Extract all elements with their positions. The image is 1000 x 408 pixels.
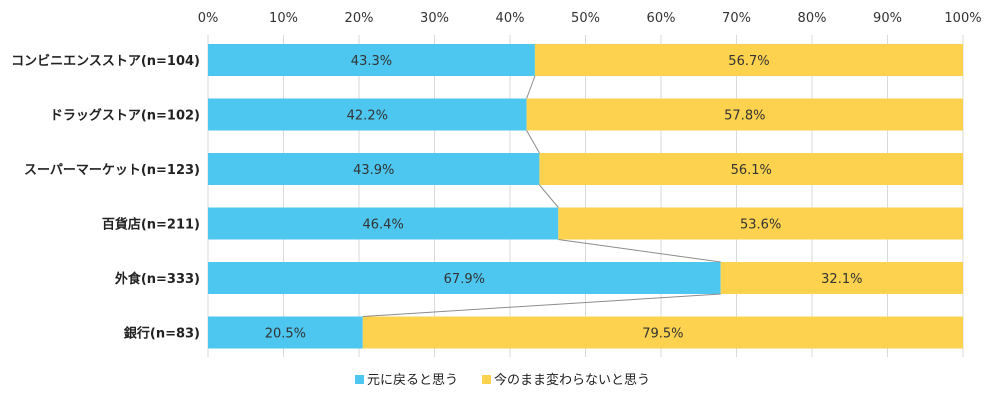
data-label-unchanged: 57.8% bbox=[724, 109, 765, 124]
category-label: 百貨店(n=211) bbox=[102, 217, 200, 233]
x-tick-label: 80% bbox=[798, 11, 827, 26]
x-tick-label: 30% bbox=[420, 11, 449, 26]
x-tick-label: 90% bbox=[873, 11, 902, 26]
bar-segment-return bbox=[208, 153, 540, 185]
series-connector-line bbox=[558, 239, 721, 263]
data-label-unchanged: 79.5% bbox=[642, 327, 683, 342]
category-label: 銀行(n=83) bbox=[124, 326, 200, 342]
bar-segment-return bbox=[208, 262, 721, 294]
x-tick-label: 0% bbox=[198, 11, 219, 26]
bar-segment-unchanged bbox=[362, 316, 963, 349]
data-label-unchanged: 53.6% bbox=[740, 218, 781, 233]
bar-segment-return bbox=[208, 316, 363, 349]
legend-item-unchanged: 今のまま変わらないと思う bbox=[494, 372, 650, 388]
x-tick-label: 20% bbox=[345, 11, 374, 26]
x-tick-label: 70% bbox=[722, 11, 751, 26]
bar-segment-return bbox=[208, 207, 559, 240]
data-label-unchanged: 56.7% bbox=[728, 54, 769, 69]
x-tick-label: 100% bbox=[944, 11, 981, 26]
bar-segment-unchanged bbox=[539, 153, 963, 185]
x-tick-label: 60% bbox=[647, 11, 676, 26]
data-label-unchanged: 56.1% bbox=[731, 163, 772, 178]
data-label-return: 20.5% bbox=[265, 327, 306, 342]
x-tick-label: 10% bbox=[269, 11, 298, 26]
legend-swatch bbox=[355, 375, 364, 384]
legend-item-return: 元に戻ると思う bbox=[367, 373, 458, 388]
bar-segment-return bbox=[208, 44, 535, 76]
data-label-return: 43.3% bbox=[351, 54, 392, 69]
bar-segment-return bbox=[208, 98, 527, 131]
bar-segment-unchanged bbox=[720, 262, 963, 294]
bar-segment-unchanged bbox=[534, 44, 963, 76]
bar-segment-unchanged bbox=[526, 98, 963, 131]
category-label: ドラッグストア(n=102) bbox=[50, 108, 200, 124]
data-label-return: 67.9% bbox=[444, 272, 485, 287]
data-label-return: 46.4% bbox=[363, 218, 404, 233]
category-label: コンビニエンスストア(n=104) bbox=[11, 53, 200, 69]
bar-segment-unchanged bbox=[558, 207, 963, 240]
series-connector-line bbox=[526, 130, 540, 154]
series-connector-line bbox=[362, 293, 721, 317]
data-label-return: 43.9% bbox=[353, 163, 394, 178]
x-tick-label: 50% bbox=[571, 11, 600, 26]
data-label-return: 42.2% bbox=[347, 109, 388, 124]
series-connector-line bbox=[539, 184, 559, 208]
x-tick-label: 40% bbox=[496, 11, 525, 26]
series-connector-line bbox=[526, 75, 536, 99]
data-label-unchanged: 32.1% bbox=[821, 272, 862, 287]
category-label: スーパーマーケット(n=123) bbox=[24, 163, 200, 178]
category-label: 外食(n=333) bbox=[114, 271, 200, 287]
legend-swatch bbox=[482, 375, 491, 384]
